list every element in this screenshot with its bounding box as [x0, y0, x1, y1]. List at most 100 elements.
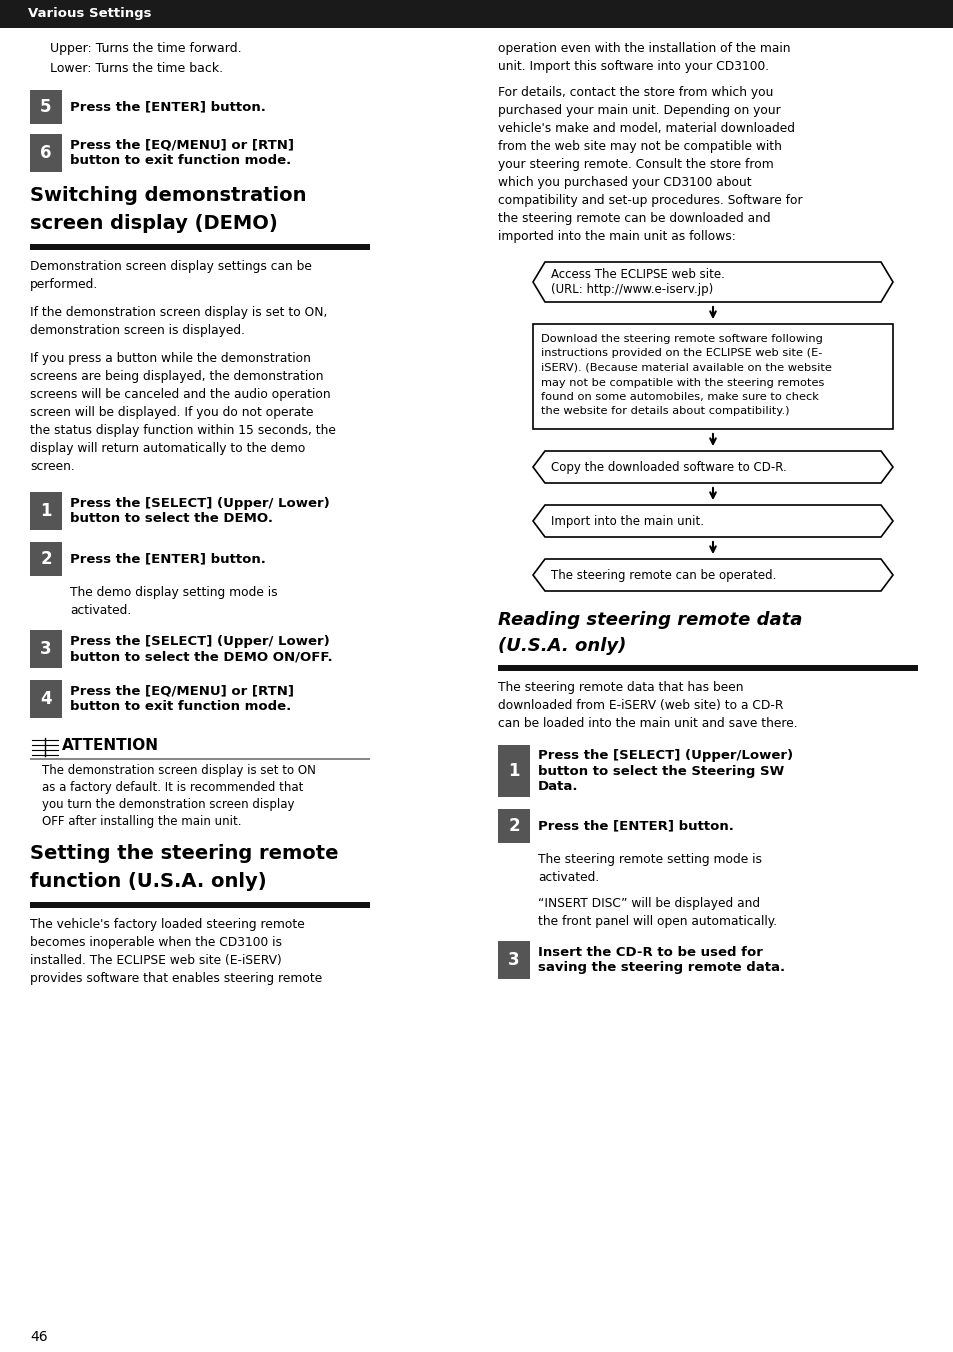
Text: function (U.S.A. only): function (U.S.A. only) [30, 872, 266, 891]
Text: Press the [SELECT] (Upper/ Lower): Press the [SELECT] (Upper/ Lower) [70, 496, 330, 510]
Text: 2: 2 [508, 817, 519, 836]
Text: The demo display setting mode is: The demo display setting mode is [70, 585, 277, 599]
Text: The steering remote setting mode is: The steering remote setting mode is [537, 853, 761, 867]
Text: button to select the Steering SW: button to select the Steering SW [537, 764, 783, 777]
Text: Press the [EQ/MENU] or [RTN]: Press the [EQ/MENU] or [RTN] [70, 138, 294, 151]
Text: downloaded from E-iSERV (web site) to a CD-R: downloaded from E-iSERV (web site) to a … [497, 699, 782, 713]
Text: button to select the DEMO ON/OFF.: button to select the DEMO ON/OFF. [70, 650, 333, 664]
Bar [30, 243, 370, 250]
Text: 4: 4 [40, 690, 51, 708]
Text: compatibility and set-up procedures. Software for: compatibility and set-up procedures. Sof… [497, 193, 801, 207]
Text: Press the [EQ/MENU] or [RTN]: Press the [EQ/MENU] or [RTN] [70, 684, 294, 698]
Text: performed.: performed. [30, 279, 98, 291]
Text: screen display (DEMO): screen display (DEMO) [30, 214, 277, 233]
Text: button to select the DEMO.: button to select the DEMO. [70, 512, 273, 526]
Text: screen will be displayed. If you do not operate: screen will be displayed. If you do not … [30, 406, 314, 419]
Text: Access The ECLIPSE web site.: Access The ECLIPSE web site. [551, 269, 724, 281]
Text: Insert the CD-R to be used for: Insert the CD-R to be used for [537, 945, 762, 959]
Text: activated.: activated. [70, 604, 132, 617]
Text: Setting the steering remote: Setting the steering remote [30, 844, 338, 863]
Bar [30, 134, 62, 172]
Polygon shape [533, 506, 892, 537]
Text: button to exit function mode.: button to exit function mode. [70, 154, 291, 168]
Text: screens will be canceled and the audio operation: screens will be canceled and the audio o… [30, 388, 331, 402]
Text: The steering remote data that has been: The steering remote data that has been [497, 681, 742, 694]
Text: “INSERT DISC” will be displayed and: “INSERT DISC” will be displayed and [537, 896, 760, 910]
Text: screens are being displayed, the demonstration: screens are being displayed, the demonst… [30, 370, 323, 383]
Text: Press the [ENTER] button.: Press the [ENTER] button. [537, 819, 733, 833]
Text: Upper: Turns the time forward.: Upper: Turns the time forward. [50, 42, 241, 55]
Text: (U.S.A. only): (U.S.A. only) [497, 637, 626, 654]
Text: may not be compatible with the steering remotes: may not be compatible with the steering … [540, 377, 823, 388]
Text: Press the [ENTER] button.: Press the [ENTER] button. [70, 100, 266, 114]
Bar [30, 91, 62, 124]
Text: Various Settings: Various Settings [28, 8, 152, 20]
Bar [497, 745, 530, 796]
Bar [0, 0, 953, 28]
Text: iSERV). (Because material available on the website: iSERV). (Because material available on t… [540, 362, 831, 373]
Text: 1: 1 [508, 763, 519, 780]
Text: operation even with the installation of the main: operation even with the installation of … [497, 42, 790, 55]
Text: activated.: activated. [537, 871, 598, 884]
Text: found on some automobiles, make sure to check: found on some automobiles, make sure to … [540, 392, 818, 402]
Text: the website for details about compatibility.): the website for details about compatibil… [540, 407, 789, 416]
Text: which you purchased your CD3100 about: which you purchased your CD3100 about [497, 176, 751, 189]
Polygon shape [533, 558, 892, 591]
Text: 1: 1 [40, 502, 51, 521]
Bar [30, 758, 370, 760]
Text: demonstration screen is displayed.: demonstration screen is displayed. [30, 324, 245, 337]
Text: installed. The ECLIPSE web site (E-iSERV): installed. The ECLIPSE web site (E-iSERV… [30, 955, 281, 967]
Text: The vehicle's factory loaded steering remote: The vehicle's factory loaded steering re… [30, 918, 304, 932]
Bar [497, 941, 530, 979]
Text: instructions provided on the ECLIPSE web site (E-: instructions provided on the ECLIPSE web… [540, 349, 821, 358]
Text: Import into the main unit.: Import into the main unit. [551, 515, 703, 527]
Text: (URL: http://www.e-iserv.jp): (URL: http://www.e-iserv.jp) [551, 283, 713, 296]
Text: 6: 6 [40, 145, 51, 162]
Polygon shape [533, 452, 892, 483]
Text: Demonstration screen display settings can be: Demonstration screen display settings ca… [30, 260, 312, 273]
Text: ATTENTION: ATTENTION [62, 738, 159, 753]
Text: The steering remote can be operated.: The steering remote can be operated. [551, 568, 776, 581]
Text: If you press a button while the demonstration: If you press a button while the demonstr… [30, 352, 311, 365]
Bar [30, 542, 62, 576]
Text: your steering remote. Consult the store from: your steering remote. Consult the store … [497, 158, 773, 170]
Polygon shape [533, 262, 892, 301]
Text: imported into the main unit as follows:: imported into the main unit as follows: [497, 230, 735, 243]
Text: Lower: Turns the time back.: Lower: Turns the time back. [50, 62, 223, 74]
Text: from the web site may not be compatible with: from the web site may not be compatible … [497, 141, 781, 153]
Text: 3: 3 [40, 639, 51, 658]
Text: saving the steering remote data.: saving the steering remote data. [537, 961, 784, 975]
Text: Press the [SELECT] (Upper/ Lower): Press the [SELECT] (Upper/ Lower) [70, 634, 330, 648]
Text: 3: 3 [508, 950, 519, 969]
Text: screen.: screen. [30, 460, 74, 473]
Text: can be loaded into the main unit and save there.: can be loaded into the main unit and sav… [497, 717, 797, 730]
Text: display will return automatically to the demo: display will return automatically to the… [30, 442, 305, 456]
Text: 5: 5 [40, 97, 51, 116]
Text: OFF after installing the main unit.: OFF after installing the main unit. [42, 815, 241, 827]
Text: Copy the downloaded software to CD-R.: Copy the downloaded software to CD-R. [551, 461, 786, 473]
Bar [497, 808, 530, 844]
Text: the steering remote can be downloaded and: the steering remote can be downloaded an… [497, 212, 770, 224]
Text: purchased your main unit. Depending on your: purchased your main unit. Depending on y… [497, 104, 780, 118]
Text: Press the [SELECT] (Upper/Lower): Press the [SELECT] (Upper/Lower) [537, 749, 792, 761]
Text: provides software that enables steering remote: provides software that enables steering … [30, 972, 322, 986]
Bar [30, 630, 62, 668]
Text: becomes inoperable when the CD3100 is: becomes inoperable when the CD3100 is [30, 936, 282, 949]
Text: Reading steering remote data: Reading steering remote data [497, 611, 801, 629]
Text: 46: 46 [30, 1330, 48, 1344]
Text: the front panel will open automatically.: the front panel will open automatically. [537, 915, 777, 927]
Text: unit. Import this software into your CD3100.: unit. Import this software into your CD3… [497, 59, 768, 73]
Text: If the demonstration screen display is set to ON,: If the demonstration screen display is s… [30, 306, 327, 319]
Bar [30, 492, 62, 530]
Bar [497, 665, 917, 671]
Bar [30, 902, 370, 909]
Bar [30, 680, 62, 718]
Text: For details, contact the store from which you: For details, contact the store from whic… [497, 87, 773, 99]
Text: as a factory default. It is recommended that: as a factory default. It is recommended … [42, 781, 303, 794]
Text: you turn the demonstration screen display: you turn the demonstration screen displa… [42, 798, 294, 811]
Text: Switching demonstration: Switching demonstration [30, 187, 306, 206]
Text: 2: 2 [40, 550, 51, 568]
Bar [533, 324, 892, 429]
Text: Data.: Data. [537, 780, 578, 794]
Text: Press the [ENTER] button.: Press the [ENTER] button. [70, 553, 266, 565]
